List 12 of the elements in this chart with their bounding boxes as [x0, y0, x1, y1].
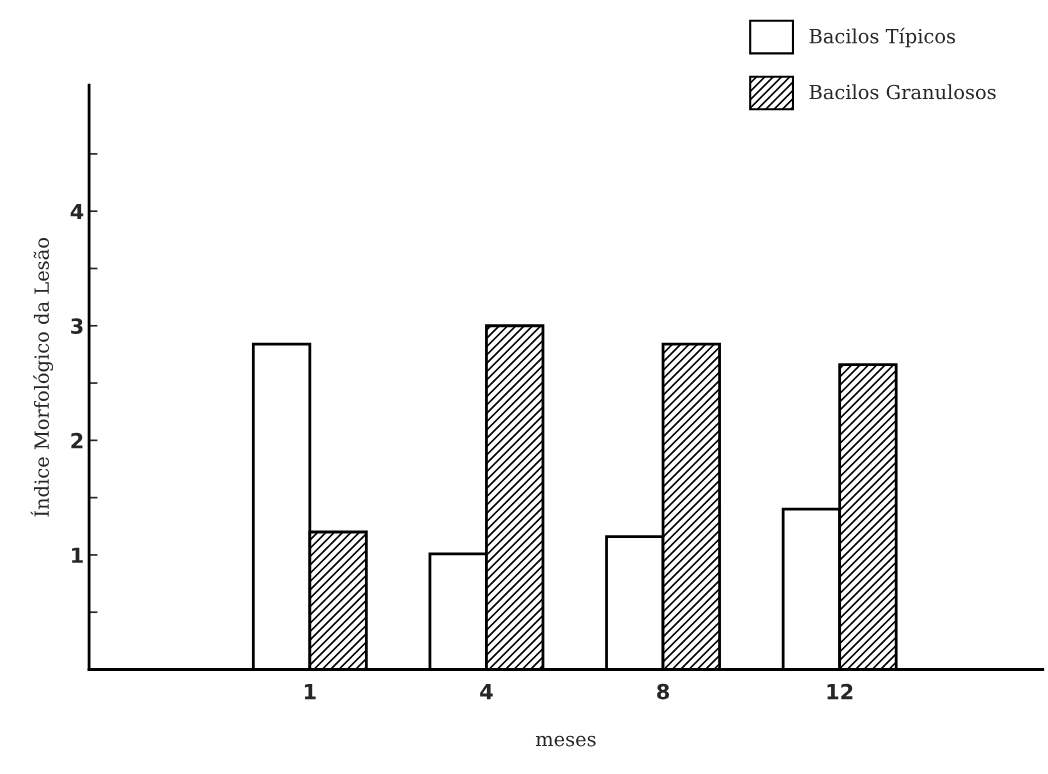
legend-label: Bacilos Granulosos [809, 84, 996, 100]
y-axis-title: Índice Morfológico da Lesão [30, 238, 54, 517]
x-tick-label: 8 [657, 683, 670, 700]
x-tick-label: 1 [304, 684, 316, 700]
x-tick-label: 12 [827, 683, 853, 700]
x-tick-label: 4 [480, 684, 493, 700]
y-tick-label: 1 [72, 547, 83, 563]
y-tick-label: 2 [71, 432, 83, 449]
y-tick-label: 3 [71, 318, 83, 334]
y-tick-label: 4 [70, 203, 84, 220]
x-axis-title: meses [535, 735, 596, 747]
legend-label: Bacilos Típicos [809, 27, 956, 48]
